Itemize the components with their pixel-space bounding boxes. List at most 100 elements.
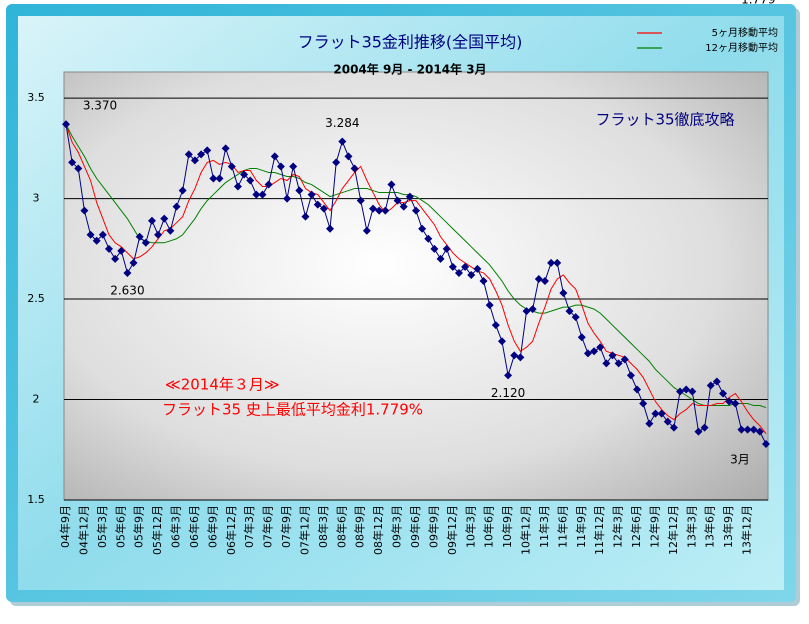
point — [688, 387, 697, 396]
point — [633, 385, 642, 394]
x-tick-label: 11年3月 — [537, 505, 551, 548]
legend-label: 12ヶ月移動平均 — [705, 41, 778, 54]
point — [454, 268, 463, 277]
legend-label: 5ヶ月移動平均 — [712, 26, 778, 39]
data-label: 2.120 — [491, 386, 525, 400]
x-tick-label: 07年6月 — [261, 505, 275, 548]
point — [62, 120, 70, 129]
point — [399, 202, 408, 211]
point — [706, 381, 715, 390]
point — [129, 258, 138, 267]
x-tick-label: 09年3月 — [390, 505, 404, 548]
x-tick-label: 10年6月 — [482, 505, 496, 548]
note: フラット35 史上最低平均金利1.779% — [162, 401, 423, 419]
point — [319, 204, 328, 213]
y-tick-label: 2.5 — [27, 292, 45, 305]
point — [369, 204, 378, 213]
x-tick-label: 07年3月 — [242, 505, 256, 548]
x-tick-label: 06年9月 — [205, 505, 219, 548]
labels: 3.370 2.630 3.284 2.120 1.779 3月 5ヶ月移動平均 12ヶ月移動… — [83, 0, 778, 466]
point — [516, 353, 525, 362]
point — [712, 377, 721, 386]
x-tick-label: 06年6月 — [187, 505, 201, 548]
x-tick-label: 05年12月 — [150, 505, 164, 555]
point — [608, 351, 617, 360]
point — [356, 196, 365, 205]
x-tick-label: 12年3月 — [611, 505, 625, 548]
point — [141, 238, 150, 247]
point — [350, 164, 359, 173]
point — [307, 190, 316, 199]
point — [270, 152, 279, 161]
point — [74, 164, 83, 173]
point — [669, 423, 678, 432]
point — [393, 196, 402, 205]
point — [92, 236, 101, 245]
data-label: 2.630 — [110, 283, 144, 297]
point — [522, 307, 531, 316]
point — [743, 425, 752, 434]
point — [111, 254, 120, 263]
watermark: フラット35徹底攻略 — [595, 111, 734, 129]
x-tick-label: 08年12月 — [371, 505, 385, 555]
point — [301, 212, 310, 221]
point — [246, 176, 255, 185]
point — [326, 224, 335, 233]
point — [172, 202, 181, 211]
point — [184, 150, 193, 159]
point — [80, 206, 89, 215]
point — [602, 359, 611, 368]
x-tick-label: 12年12月 — [666, 505, 680, 555]
point — [467, 270, 476, 279]
point — [233, 182, 242, 191]
point — [283, 194, 292, 203]
x-tick-label: 07年12月 — [297, 505, 311, 555]
point — [68, 158, 77, 167]
point — [313, 200, 322, 209]
x-tick-label: 08年6月 — [334, 505, 348, 548]
point — [387, 180, 396, 189]
point — [412, 206, 420, 215]
x-tick-label: 12年9月 — [647, 505, 661, 548]
point — [540, 276, 549, 285]
x-tick-label: 12年6月 — [629, 505, 643, 548]
x-tick-label: 05年3月 — [95, 505, 109, 548]
point — [682, 385, 691, 394]
point — [731, 399, 740, 408]
point — [694, 427, 703, 436]
point — [276, 162, 285, 171]
point — [461, 262, 470, 271]
point — [491, 321, 500, 330]
x-tick-label: 04年9月 — [58, 505, 72, 548]
point — [147, 216, 156, 225]
point — [749, 425, 758, 434]
last-point-label: 3月 — [730, 452, 750, 466]
point — [577, 333, 586, 342]
x-tick-label: 11年6月 — [555, 505, 569, 548]
point — [295, 186, 304, 195]
x-tick-label: 06年12月 — [224, 505, 238, 555]
x-tick-label: 09年6月 — [408, 505, 422, 548]
x-tick-label: 13年9月 — [721, 505, 735, 548]
chart-subtitle: 2004年 9月 - 2014年 3月 — [333, 62, 486, 77]
point — [676, 387, 685, 396]
y-tick-label: 2 — [33, 393, 40, 406]
x-tick-label: 11年9月 — [574, 505, 588, 548]
point — [338, 137, 347, 146]
point — [448, 262, 457, 271]
point — [117, 246, 126, 255]
point — [332, 158, 341, 167]
point — [657, 409, 666, 418]
point — [534, 274, 543, 283]
point — [362, 226, 371, 235]
point — [565, 307, 574, 316]
x-tick-label: 13年12月 — [740, 505, 754, 555]
note: ≪2014年３月≫ — [165, 376, 280, 394]
point — [528, 305, 537, 314]
point — [135, 232, 144, 241]
y-tick-label: 1.5 — [27, 493, 45, 506]
point — [418, 224, 427, 233]
data-label: 1.779 — [741, 0, 775, 7]
point — [430, 244, 439, 253]
